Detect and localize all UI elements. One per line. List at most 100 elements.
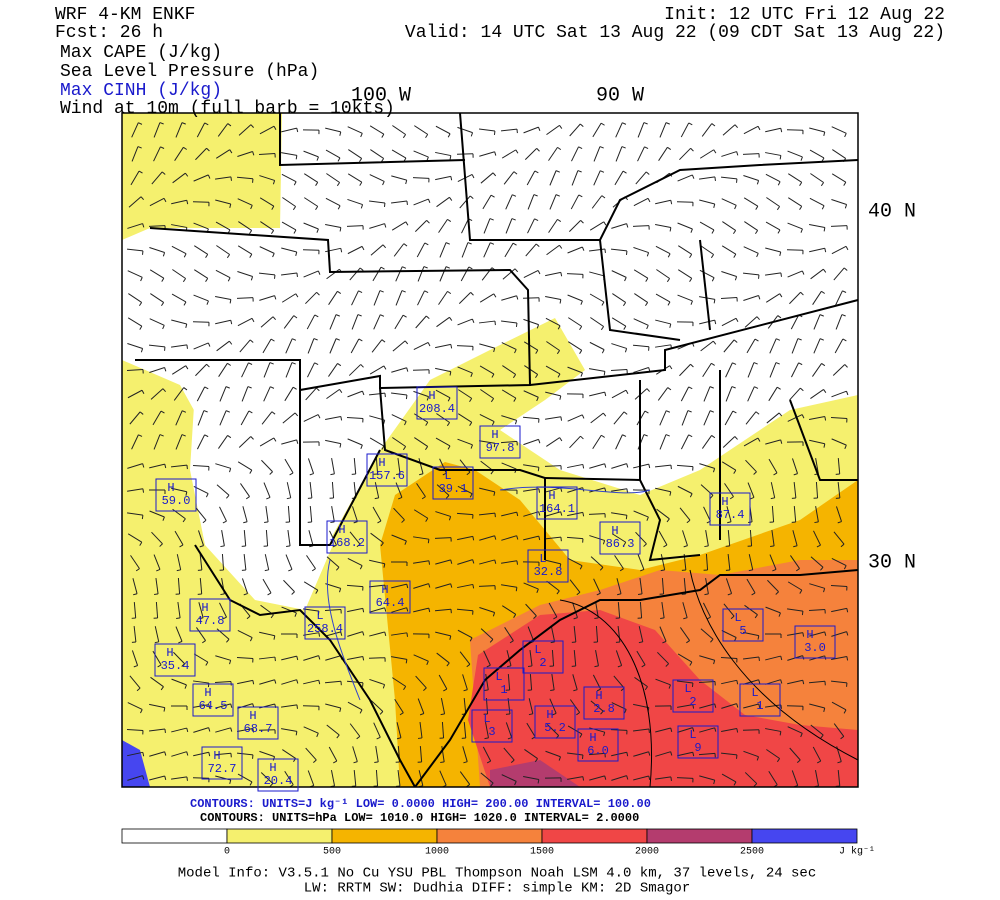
wind-barb [133,665,138,668]
wind-barb [516,512,519,517]
wind-barb [544,465,562,467]
wind-barb [479,365,495,375]
wind-barb [617,665,622,668]
wind-barb [418,458,424,474]
wind-barb [313,338,318,341]
wind-barb [744,604,758,616]
wind-barb [648,463,651,469]
wind-barb [370,244,384,256]
wind-barb [512,194,517,197]
wind-barb [183,146,188,150]
wind-barb [493,443,496,448]
wind-barb [528,698,534,714]
wind-barb [273,126,277,131]
wind-barb [789,387,801,401]
wind-barb [185,491,188,496]
wind-barb [800,228,803,233]
wind-barb [611,488,627,492]
wind-barb [736,680,739,685]
wind-barb [720,657,738,659]
wind-barb [830,225,848,227]
wind-barb [135,568,140,572]
wind-barb [368,657,386,659]
wind-barb [545,317,561,327]
wind-barb [192,777,210,779]
wind-barb [730,615,735,620]
wind-barb [713,299,716,304]
wind-barb [243,553,247,571]
center-type: H [428,389,435,403]
wind-barb [787,222,803,230]
wind-barb [204,386,209,390]
wind-barb [402,314,407,318]
center-value: 64.4 [376,596,405,610]
wind-barb [193,751,209,757]
wind-barb [325,415,341,421]
wind-barb [751,592,756,596]
wind-barb [801,414,805,419]
wind-barb [237,461,253,471]
wind-barb [394,699,404,713]
wind-barb [138,434,143,437]
wind-barb [589,535,605,541]
wind-barb [351,290,359,306]
wind-barb [830,584,848,588]
wind-barb [641,664,646,668]
wind-barb [361,246,365,251]
wind-barb [550,626,556,642]
wind-barb [326,173,340,183]
wind-barb [296,704,298,709]
wind-barb [611,343,627,349]
center-value: 2 [689,695,696,709]
center-box [326,520,368,554]
wind-barb [572,674,578,690]
colorbar-segment [121,828,228,844]
wind-barb [467,242,472,245]
wind-barb [756,756,760,761]
wind-barb [445,495,450,499]
wind-barb [240,483,250,497]
wind-barb [523,126,539,134]
wind-barb [778,612,781,617]
wind-barb [621,146,626,149]
wind-barb [281,655,297,661]
wind-barb [677,704,693,708]
wind-barb [447,445,451,450]
wind-barb [237,245,253,255]
wind-barb [604,463,607,468]
wind-barb [843,267,848,271]
wind-barb [173,387,185,401]
wind-barb [403,243,408,247]
wind-barb [269,783,274,787]
center-value: 32.8 [534,565,563,579]
wind-barb [181,122,186,125]
wind-barb [633,366,649,374]
wind-barb [252,728,255,733]
wind-barb [491,421,495,426]
center-value: 35.4 [161,659,190,673]
wind-barb [186,344,188,349]
wind-barb [478,320,496,324]
wind-barb [535,374,539,379]
wind-barb [376,736,381,740]
wind-barb [393,243,405,257]
wind-barb [352,746,358,762]
wind-barb [324,680,342,684]
wind-barb [288,568,293,572]
wind-barb [502,365,516,375]
wind-barb [219,386,227,402]
wind-barb [523,438,539,446]
wind-barb [396,722,402,738]
wind-barb [484,689,489,692]
wind-barb [171,245,187,255]
wind-barb [435,367,451,373]
wind-barb [769,554,777,570]
wind-barb [727,593,732,596]
wind-barb [217,123,229,137]
wind-barb [648,728,650,734]
wind-barb [441,746,445,762]
center-type: H [269,761,276,775]
wind-barb [569,435,581,449]
wind-barb [127,751,143,757]
center-type: H [381,583,388,597]
